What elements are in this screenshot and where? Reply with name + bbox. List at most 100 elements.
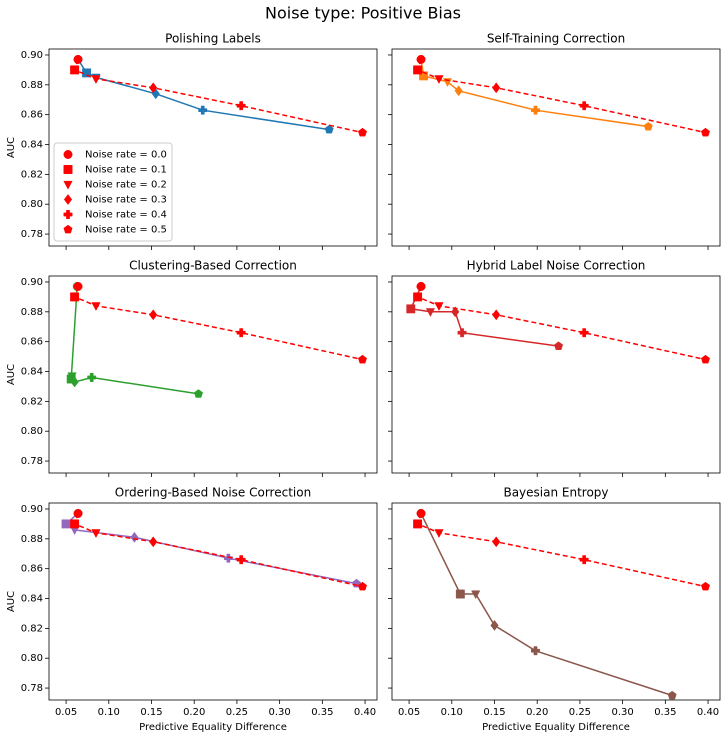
- marker: [416, 508, 426, 518]
- axes-frame: [48, 502, 378, 701]
- marker: [492, 536, 501, 548]
- legend-label: Noise rate = 0.2: [85, 180, 167, 191]
- y-tick-label: 0.80: [21, 653, 43, 664]
- marker: [236, 555, 246, 565]
- axes-title: Bayesian Entropy: [503, 486, 608, 500]
- x-axis-label: Predictive Equality Difference: [482, 722, 630, 733]
- x-tick-label: 0.15: [140, 707, 162, 718]
- legend-marker: [63, 210, 73, 219]
- x-tick-label: 0.35: [654, 707, 676, 718]
- y-tick-label: 0.88: [21, 307, 43, 318]
- y-tick-label: 0.78: [21, 229, 43, 240]
- marker: [91, 529, 101, 539]
- marker: [434, 529, 444, 539]
- marker: [236, 101, 246, 111]
- y-tick-label: 0.80: [21, 426, 43, 437]
- axes-frame: [391, 275, 721, 474]
- marker: [471, 590, 481, 600]
- axes-frame: [48, 275, 378, 474]
- marker: [579, 555, 589, 565]
- marker: [73, 508, 83, 518]
- legend-label: Noise rate = 0.4: [85, 210, 167, 221]
- x-tick-label: 0.10: [98, 707, 120, 718]
- marker: [455, 589, 465, 599]
- x-tick-label: 0.30: [268, 707, 290, 718]
- plot-area: [392, 503, 720, 700]
- y-tick-label: 0.80: [21, 199, 43, 210]
- y-tick-label: 0.90: [21, 50, 43, 61]
- marker: [425, 308, 436, 317]
- legend-marker: [63, 224, 73, 234]
- x-tick-label: 0.35: [311, 707, 333, 718]
- marker: [554, 341, 564, 350]
- marker: [700, 127, 710, 137]
- y-tick-label: 0.84: [21, 594, 43, 605]
- marker: [667, 690, 677, 700]
- marker: [87, 373, 97, 382]
- axes-title: Self-Training Correction: [487, 32, 625, 46]
- marker: [413, 519, 423, 529]
- y-tick-label: 0.86: [21, 564, 43, 575]
- marker: [70, 519, 80, 529]
- legend-marker: [63, 180, 73, 190]
- marker: [149, 536, 158, 548]
- y-tick-label: 0.78: [21, 683, 43, 694]
- marker: [357, 127, 367, 137]
- legend-box: [53, 142, 173, 242]
- axes-title: Ordering-Based Noise Correction: [115, 486, 311, 500]
- marker: [454, 85, 463, 97]
- x-tick-label: 0.20: [526, 707, 548, 718]
- marker: [324, 124, 334, 134]
- y-tick-label: 0.86: [21, 110, 43, 121]
- marker: [198, 105, 208, 115]
- axes-frame: [48, 48, 378, 247]
- y-tick-label: 0.86: [21, 337, 43, 348]
- marker: [73, 281, 83, 291]
- marker: [700, 581, 710, 591]
- y-axis-label: AUC: [6, 137, 17, 158]
- marker: [357, 354, 367, 364]
- legend-marker: [63, 165, 73, 174]
- marker: [579, 101, 589, 111]
- marker: [70, 65, 80, 75]
- legend-marker: [63, 194, 73, 205]
- axes-frame: [391, 48, 721, 247]
- marker: [413, 292, 423, 302]
- plot-area: [49, 276, 377, 473]
- marker: [531, 105, 540, 115]
- marker: [73, 54, 83, 64]
- marker: [434, 75, 444, 85]
- y-tick-label: 0.88: [21, 80, 43, 91]
- marker: [457, 328, 467, 338]
- axes-title: Clustering-Based Correction: [129, 259, 297, 273]
- y-tick-label: 0.82: [21, 396, 43, 407]
- marker: [61, 519, 71, 529]
- figure-title: Noise type: Positive Bias: [265, 4, 461, 23]
- legend-marker: [63, 150, 73, 159]
- marker: [67, 372, 77, 382]
- y-tick-label: 0.90: [21, 277, 43, 288]
- x-tick-label: 0.05: [55, 707, 77, 718]
- marker: [531, 646, 540, 656]
- y-tick-label: 0.82: [21, 169, 43, 180]
- y-tick-label: 0.84: [21, 367, 43, 378]
- marker: [492, 82, 501, 94]
- marker: [490, 619, 499, 631]
- legend-label: Noise rate = 0.3: [85, 195, 167, 206]
- legend-label: Noise rate = 0.1: [85, 165, 167, 176]
- y-axis-label: AUC: [6, 591, 17, 612]
- plot-area: [392, 276, 720, 473]
- y-tick-label: 0.90: [21, 504, 43, 515]
- series-line: [420, 513, 673, 697]
- marker: [643, 121, 653, 131]
- y-tick-label: 0.84: [21, 140, 43, 151]
- marker: [357, 581, 367, 591]
- marker: [91, 75, 101, 85]
- x-tick-label: 0.40: [697, 707, 719, 718]
- marker: [492, 309, 501, 321]
- axes-frame: [391, 502, 721, 701]
- x-tick-label: 0.30: [611, 707, 633, 718]
- x-tick-label: 0.15: [483, 707, 505, 718]
- axes-title: Hybrid Label Noise Correction: [467, 259, 646, 273]
